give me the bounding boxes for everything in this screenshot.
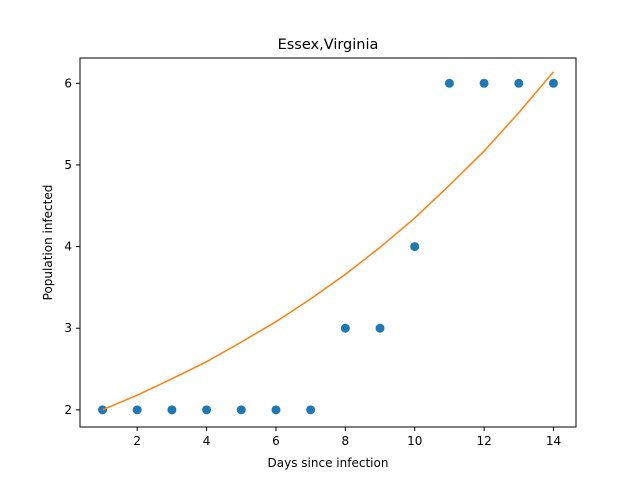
- x-tick-label: 2: [133, 434, 141, 448]
- data-point: [479, 78, 489, 88]
- x-tick-label: 4: [203, 434, 211, 448]
- data-point: [167, 405, 177, 415]
- x-tick-label: 10: [407, 434, 422, 448]
- x-tick-label: 14: [546, 434, 561, 448]
- y-tick-label: 5: [64, 158, 72, 172]
- y-tick-label: 3: [64, 321, 72, 335]
- x-axis: 2 4 6 8 10 12 14: [133, 427, 561, 448]
- data-point: [98, 405, 108, 415]
- x-tick-label: 8: [342, 434, 350, 448]
- data-point: [548, 78, 558, 88]
- data-point: [271, 405, 281, 415]
- data-point: [306, 405, 316, 415]
- data-point: [236, 405, 246, 415]
- y-tick-label: 2: [64, 403, 72, 417]
- data-point: [132, 405, 142, 415]
- data-point: [375, 323, 385, 333]
- x-tick-label: 12: [476, 434, 491, 448]
- y-axis: 2 3 4 5 6: [64, 76, 80, 417]
- x-axis-label: Days since infection: [268, 456, 389, 470]
- fit-line: [102, 71, 555, 411]
- data-point: [444, 78, 454, 88]
- data-point: [340, 323, 350, 333]
- y-axis-label: Population infected: [41, 185, 55, 301]
- data-point: [202, 405, 212, 415]
- chart-title: Essex,Virginia: [278, 37, 379, 53]
- data-point: [514, 78, 524, 88]
- y-tick-label: 4: [64, 240, 72, 254]
- data-point: [410, 242, 420, 252]
- y-tick-label: 6: [64, 76, 72, 90]
- x-tick-label: 6: [272, 434, 280, 448]
- plot-area: [98, 71, 558, 415]
- axes-frame: [79, 57, 577, 428]
